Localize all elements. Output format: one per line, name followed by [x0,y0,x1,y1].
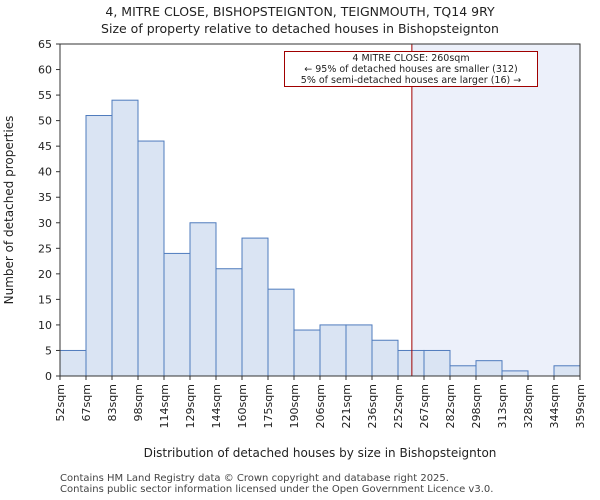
bar [241,237,269,377]
x-tick-label: 52sqm [54,384,67,421]
bar [371,339,399,377]
y-tick-label: 50 [38,115,52,128]
bar [345,324,373,377]
bar [475,360,503,377]
x-tick-label: 190sqm [288,384,301,428]
bar [189,222,217,377]
y-tick-label: 5 [45,344,52,357]
x-tick-label: 67sqm [80,384,93,421]
y-tick-label: 30 [38,217,52,230]
chart-title-line1: 4, MITRE CLOSE, BISHOPSTEIGNTON, TEIGNMO… [105,4,495,19]
y-tick-label: 60 [38,64,52,77]
bar [111,99,139,377]
footer-line2: Contains public sector information licen… [60,484,494,495]
bar [85,115,113,377]
footer-line1: Contains HM Land Registry data © Crown c… [60,473,449,484]
bar [267,288,295,377]
bar [59,349,87,377]
y-tick-label: 40 [38,166,52,179]
bar [163,252,191,377]
annotation-box: 4 MITRE CLOSE: 260sqm ← 95% of detached … [284,51,538,87]
x-tick-label: 114sqm [158,384,171,428]
bar [293,329,321,377]
y-tick-label: 0 [45,370,52,383]
x-tick-label: 144sqm [210,384,223,428]
x-tick-label: 359sqm [574,384,587,428]
x-tick-label: 313sqm [496,384,509,428]
y-tick-label: 15 [38,293,52,306]
x-tick-label: 344sqm [548,384,561,428]
annotation-line1: 4 MITRE CLOSE: 260sqm [352,53,470,64]
x-tick-label: 83sqm [106,384,119,421]
y-tick-label: 20 [38,268,52,281]
x-tick-label: 98sqm [132,384,145,421]
bar [423,349,451,377]
x-tick-label: 175sqm [262,384,275,428]
y-tick-label: 45 [38,140,52,153]
annotation-line3: 5% of semi-detached houses are larger (1… [300,75,522,86]
bar [137,140,165,377]
x-tick-label: 236sqm [366,384,379,428]
x-tick-label: 328sqm [522,384,535,428]
y-axis-label: Number of detached properties [2,116,16,305]
x-tick-label: 252sqm [392,384,405,428]
y-tick-label: 65 [38,38,52,51]
x-tick-label: 221sqm [340,384,353,428]
x-tick-label: 129sqm [184,384,197,428]
bar [215,268,243,377]
y-tick-label: 35 [38,191,52,204]
bar [553,365,581,377]
y-tick-label: 10 [38,319,52,332]
chart-title-line2: Size of property relative to detached ho… [101,21,499,36]
bar [397,349,425,377]
x-tick-label: 160sqm [236,384,249,428]
y-tick-label: 25 [38,242,52,255]
y-tick-label: 55 [38,89,52,102]
bar [449,365,477,377]
x-tick-label: 267sqm [418,384,431,428]
highlight-region [411,44,580,376]
x-tick-label: 282sqm [444,384,457,428]
bar [501,370,529,377]
x-tick-label: 206sqm [314,384,327,428]
x-tick-label: 298sqm [470,384,483,428]
annotation-line2: ← 95% of detached houses are smaller (31… [304,64,518,75]
x-axis-label: Distribution of detached houses by size … [144,446,497,460]
bar [319,324,347,377]
